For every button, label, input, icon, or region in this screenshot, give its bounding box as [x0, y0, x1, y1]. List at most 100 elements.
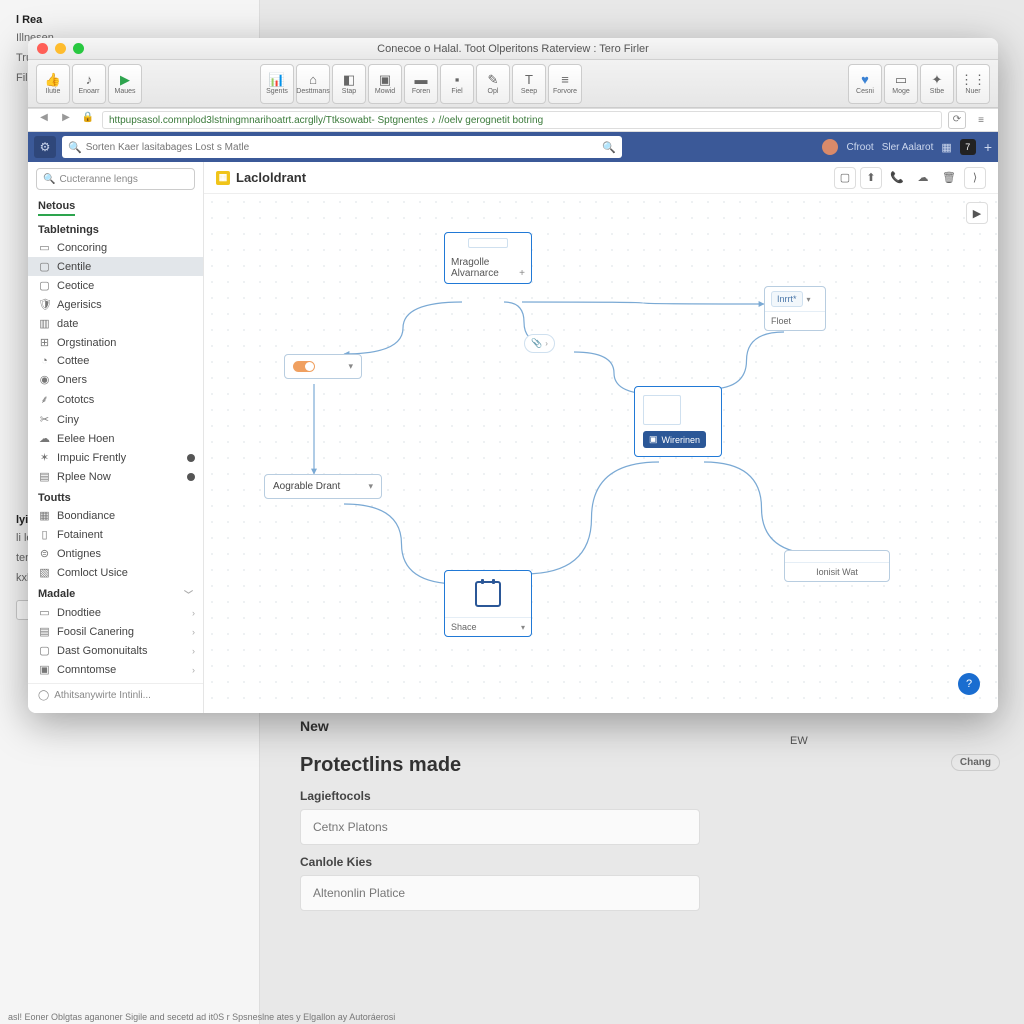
- mac-titlebar[interactable]: Conecoe o Halal. Toot Olperitons Ratervi…: [28, 38, 998, 60]
- sidebar-item-orgstination[interactable]: ⊞Orgstination: [28, 333, 203, 352]
- toolbar-enoarr-button[interactable]: ♪Enoarr: [72, 64, 106, 104]
- toolbar-opl-button[interactable]: ✎Opl: [476, 64, 510, 104]
- grid-icon[interactable]: ▦: [941, 141, 951, 154]
- minimize-icon[interactable]: [55, 43, 66, 54]
- item-icon: ▯: [38, 528, 51, 541]
- node-aograble[interactable]: Aograble Drant ▾: [264, 474, 382, 499]
- refresh-icon[interactable]: ⟳: [948, 111, 966, 129]
- node-ionisit[interactable]: Ionisit Wat: [784, 550, 890, 582]
- user-name-2[interactable]: Sler Aalarot: [882, 142, 934, 153]
- toolbar-maues-button[interactable]: ▶Maues: [108, 64, 142, 104]
- toolbar-forvore-button[interactable]: ≡Forvore: [548, 64, 582, 104]
- toolbar-desttmans-button[interactable]: ⌂Desttmans: [296, 64, 330, 104]
- chevron-right-icon: ›: [192, 646, 195, 656]
- sidebar-item-boondiance[interactable]: ▦Boondiance: [28, 506, 203, 525]
- chevron-down-icon[interactable]: ▾: [807, 295, 811, 304]
- sidebar-item-comntomse[interactable]: ▣Comntomse›: [28, 660, 203, 679]
- indicator-dot-icon: [187, 454, 195, 462]
- chevron-down-icon[interactable]: ▾: [348, 361, 353, 372]
- bg-section-title: Protectlins madeChang: [300, 754, 1000, 777]
- toolbar-moge-button[interactable]: ▭Moge: [884, 64, 918, 104]
- trash-icon[interactable]: 🗑: [938, 167, 960, 189]
- bg-field1[interactable]: Cetnx Platons: [300, 809, 700, 845]
- toolbar-icon: 👍: [45, 73, 61, 86]
- avatar[interactable]: [822, 139, 838, 155]
- node-wirerinen[interactable]: ▣Wirerinen: [634, 386, 722, 457]
- sidebar-item-date[interactable]: ▥date: [28, 314, 203, 333]
- sidebar-item-fotainent[interactable]: ▯Fotainent: [28, 525, 203, 544]
- search-input[interactable]: [86, 142, 603, 153]
- bg-change-btn[interactable]: Chang: [951, 754, 1000, 771]
- toolbar-foren-button[interactable]: ▬Foren: [404, 64, 438, 104]
- sidebar-item-comloct usice[interactable]: ▧Comloct Usice: [28, 563, 203, 582]
- sidebar-item-ceotice[interactable]: ▢Ceotice: [28, 276, 203, 295]
- minimap-icon[interactable]: ▶: [966, 202, 988, 224]
- toggle-icon[interactable]: [293, 361, 315, 372]
- toolbar-icon: ♥: [861, 73, 869, 86]
- sidebar-item-cottee[interactable]: ◔Cottee: [28, 352, 203, 370]
- toolbar-stbe-button[interactable]: ✦Stbe: [920, 64, 954, 104]
- menu-icon[interactable]: ≡: [972, 115, 990, 126]
- chevron-down-icon[interactable]: ▾: [368, 481, 373, 492]
- search-submit-icon[interactable]: 🔍: [602, 141, 616, 154]
- sidebar-tab[interactable]: Netous: [28, 196, 203, 218]
- user-name[interactable]: Cfroot: [846, 142, 873, 153]
- sidebar-item-cototcs[interactable]: ⸙Cototcs: [28, 389, 203, 410]
- toolbar-fiel-button[interactable]: ▪Fiel: [440, 64, 474, 104]
- sidebar-item-impuic frently[interactable]: ✶Impuic Frently: [28, 448, 203, 467]
- sidebar-footer[interactable]: ◯Athitsanywirte Intinli...: [28, 683, 203, 707]
- bg-field2[interactable]: Altenonlin Platice: [300, 875, 700, 911]
- sidebar-search[interactable]: 🔍 Cucteranne lengs: [36, 168, 195, 190]
- sidebar-item-centile[interactable]: ▢Centile: [28, 257, 203, 276]
- toolbar-ilutie-button[interactable]: 👍Ilutie: [36, 64, 70, 104]
- more-icon[interactable]: ⟩: [964, 167, 986, 189]
- toolbar-mowid-button[interactable]: ▣Mowid: [368, 64, 402, 104]
- gear-icon[interactable]: ⚙: [34, 136, 56, 158]
- node-toggle[interactable]: ▾: [284, 354, 362, 379]
- node-float[interactable]: Inrrt* ▾ Floet: [764, 286, 826, 331]
- toolbar-nuer-button[interactable]: ⋮⋮Nuer: [956, 64, 990, 104]
- toolbar-icon: ⋮⋮: [960, 73, 986, 86]
- mac-toolbar: 👍Ilutie♪Enoarr▶Maues 📊Sgents⌂Desttmans◧S…: [28, 60, 998, 108]
- sidebar-item-dast gomonuitalts[interactable]: ▢Dast Gomonuitalts›: [28, 641, 203, 660]
- sidebar-item-oners[interactable]: ◉Oners: [28, 370, 203, 389]
- sidebar-item-eelee hoen[interactable]: ☁Eelee Hoen: [28, 429, 203, 448]
- toolbar-icon: ⌂: [309, 73, 317, 86]
- sidebar-item-dnodtiee[interactable]: ▭Dnodtiee›: [28, 603, 203, 622]
- toolbar-sgents-button[interactable]: 📊Sgents: [260, 64, 294, 104]
- url-field[interactable]: httpupsasol.comnplod3lstningmnarihoatrt.…: [102, 111, 942, 129]
- action-box-icon[interactable]: ▢: [834, 167, 856, 189]
- sidebar-section-3[interactable]: Madale﹀: [28, 582, 203, 603]
- item-icon: ✶: [38, 451, 51, 464]
- sidebar-item-foosil canering[interactable]: ▤Foosil Canering›: [28, 622, 203, 641]
- sidebar-item-agerisics[interactable]: 🛡Agerisics: [28, 295, 203, 314]
- node-shace[interactable]: Shace▾: [444, 570, 532, 637]
- action-up-icon[interactable]: ⬆: [860, 167, 882, 189]
- notif-badge[interactable]: 7: [960, 139, 976, 155]
- fab-help-icon[interactable]: ?: [958, 673, 980, 695]
- header-search[interactable]: 🔍 🔍: [62, 136, 622, 158]
- toolbar-stap-button[interactable]: ◧Stap: [332, 64, 366, 104]
- sidebar-item-concoring[interactable]: ▭Concoring: [28, 238, 203, 257]
- chevron-icon[interactable]: ›: [545, 339, 548, 348]
- forward-icon[interactable]: ▶: [58, 112, 74, 128]
- close-icon[interactable]: [37, 43, 48, 54]
- sidebar-item-rplee now[interactable]: ▤Rplee Now: [28, 467, 203, 486]
- upload-icon[interactable]: ☁: [912, 167, 934, 189]
- item-icon: ▭: [38, 606, 51, 619]
- plus-icon[interactable]: +: [984, 139, 992, 155]
- phone-icon[interactable]: 📞: [886, 167, 908, 189]
- diagram-canvas[interactable]: ▶ MragolleAlvarnarce+ ▾: [204, 194, 998, 713]
- toolbar-seep-button[interactable]: TSeep: [512, 64, 546, 104]
- sidebar-item-ciny[interactable]: ✂Ciny: [28, 410, 203, 429]
- toolbar-icon: ≡: [561, 73, 569, 86]
- back-icon[interactable]: ◀: [36, 112, 52, 128]
- node-tiny[interactable]: 📎 ›: [524, 334, 555, 353]
- chevron-down-icon[interactable]: ▾: [521, 623, 525, 632]
- plus-icon[interactable]: +: [519, 268, 525, 279]
- traffic-lights[interactable]: [37, 43, 84, 54]
- sidebar-item-ontignes[interactable]: ⊜Ontignes: [28, 544, 203, 563]
- toolbar-cesni-button[interactable]: ♥Cesni: [848, 64, 882, 104]
- zoom-icon[interactable]: [73, 43, 84, 54]
- node-mragolle[interactable]: MragolleAlvarnarce+: [444, 232, 532, 284]
